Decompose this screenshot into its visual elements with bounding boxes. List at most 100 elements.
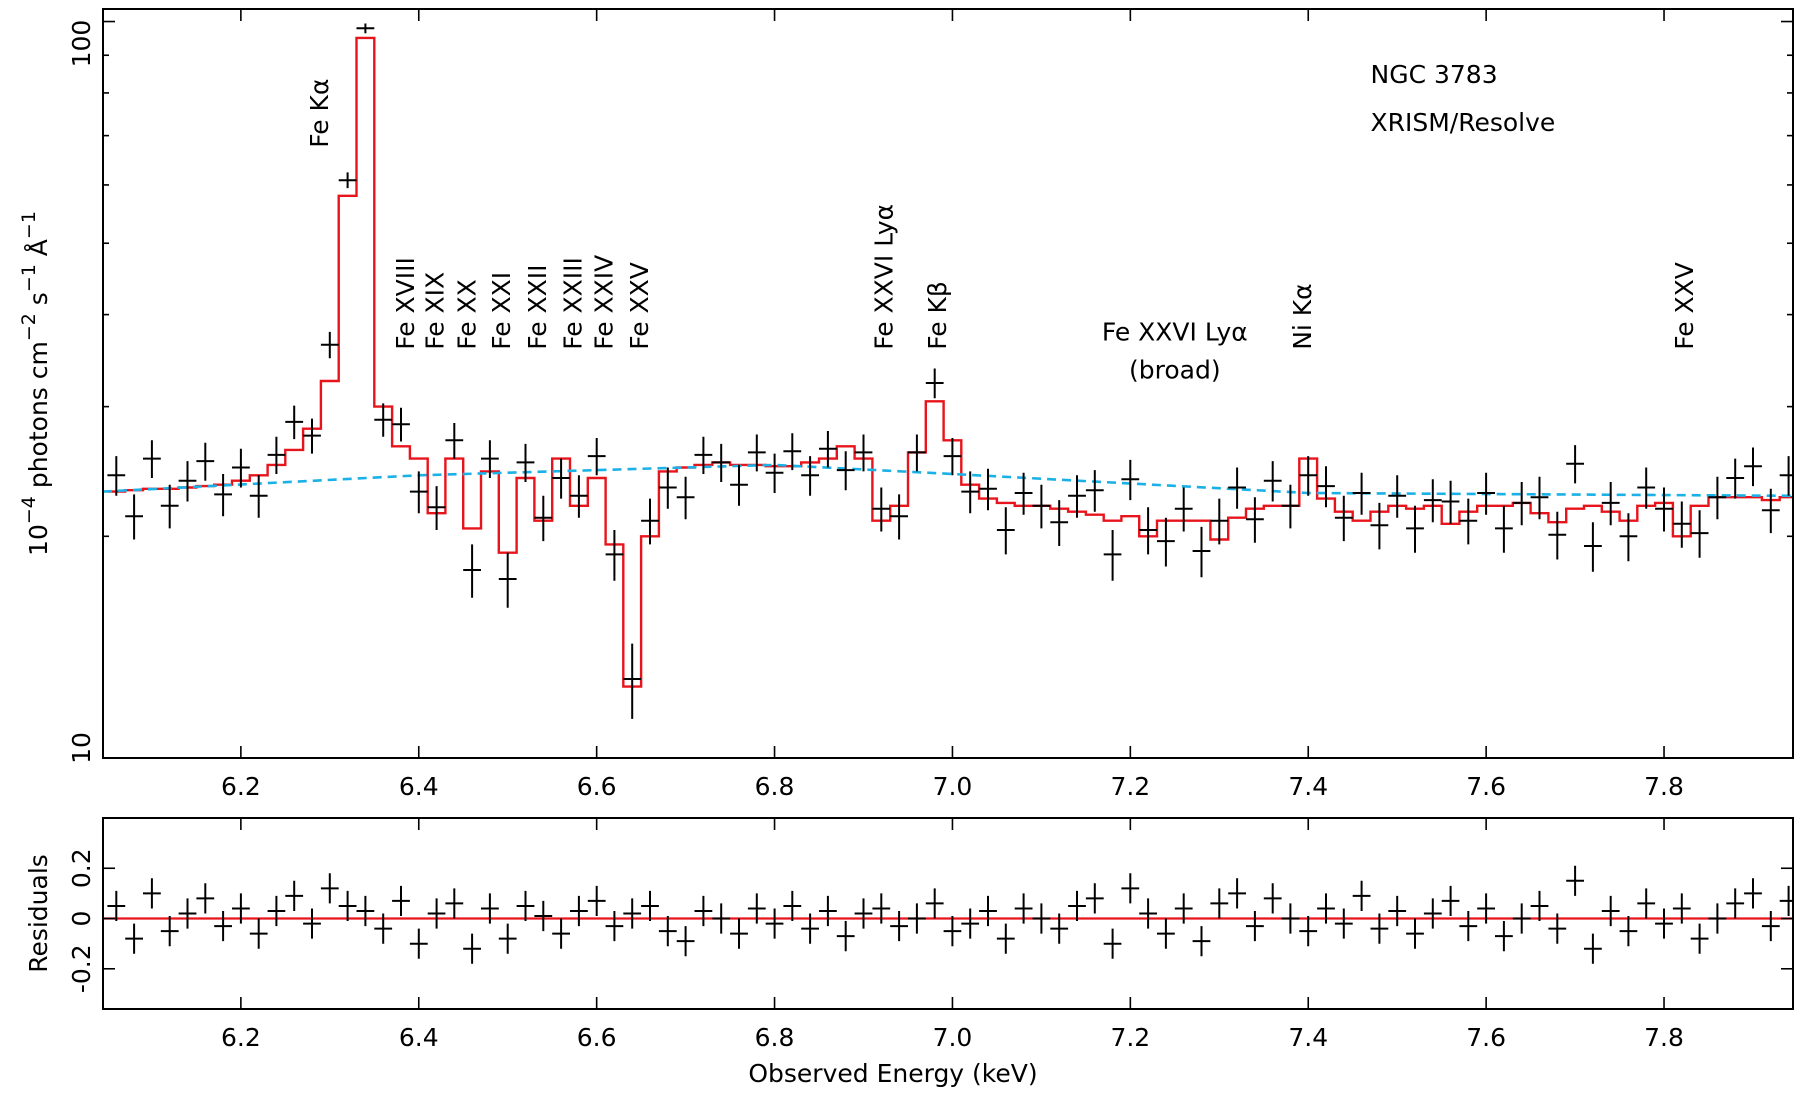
data-point — [570, 895, 588, 927]
data-point — [1530, 476, 1549, 520]
data-point — [961, 471, 980, 514]
data-point — [730, 464, 748, 506]
data-point — [320, 331, 339, 359]
data-point — [712, 903, 731, 934]
data-point — [1281, 903, 1300, 934]
data-point — [712, 443, 731, 482]
data-point — [1495, 505, 1513, 553]
data-point — [1050, 500, 1069, 546]
data-point — [836, 451, 855, 491]
x-tick-label: 7.4 — [1288, 1023, 1328, 1052]
y-axis-label-part: −4 — [18, 496, 40, 524]
data-point — [1584, 522, 1602, 572]
data-point — [1761, 911, 1780, 942]
data-point — [1601, 895, 1620, 927]
x-tick-label: 7.4 — [1288, 772, 1328, 801]
data-point — [374, 403, 393, 437]
data-point — [1477, 472, 1495, 515]
data-point — [1174, 487, 1193, 532]
data-point — [819, 895, 837, 927]
data-point — [232, 448, 250, 488]
data-point — [249, 918, 268, 949]
data-point — [872, 893, 891, 924]
data-point — [445, 423, 464, 459]
plot-frame — [102, 8, 1794, 759]
data-point — [498, 552, 517, 608]
data-point — [356, 23, 375, 34]
data-point — [979, 895, 997, 927]
data-point — [1566, 865, 1584, 896]
data-point — [1032, 484, 1051, 529]
x-tick-label: 6.8 — [755, 772, 795, 801]
data-point — [676, 926, 695, 957]
line-annotation: Fe XXVI Lyα — [1102, 317, 1248, 346]
plot-frame — [102, 817, 1794, 1010]
data-point — [1459, 498, 1478, 545]
data-point — [409, 928, 428, 959]
data-point — [1690, 923, 1709, 954]
data-point — [1139, 507, 1157, 555]
data-point — [1406, 505, 1424, 553]
data-point — [1744, 447, 1762, 487]
y-axis-label-part: photons cm — [24, 341, 53, 496]
data-point — [374, 913, 393, 944]
data-point — [961, 908, 980, 939]
data-point — [1512, 482, 1531, 526]
data-point — [1085, 470, 1104, 512]
data-point — [1619, 513, 1638, 562]
continuum-line — [103, 463, 1793, 498]
y-axis-label-part: −1 — [18, 211, 40, 239]
data-point — [160, 484, 179, 529]
data-point — [1779, 885, 1793, 916]
data-point — [908, 434, 926, 472]
data-point — [196, 442, 215, 481]
data-point — [1334, 495, 1353, 542]
data-point — [1103, 928, 1122, 959]
data-point — [801, 456, 819, 496]
data-point — [1085, 883, 1104, 914]
data-point — [1423, 898, 1442, 929]
x-tick-label: 6.4 — [399, 772, 439, 801]
x-tick-label: 6.2 — [221, 1023, 261, 1052]
data-point — [481, 893, 499, 924]
data-point — [783, 433, 802, 471]
data-point — [552, 918, 570, 949]
line-annotation: Ni Kα — [1288, 283, 1317, 349]
data-point — [1388, 475, 1407, 518]
data-point — [1744, 878, 1762, 909]
data-point — [445, 888, 464, 919]
data-point — [943, 438, 962, 476]
data-point — [890, 911, 908, 942]
x-tick-label: 7.2 — [1110, 1023, 1150, 1052]
y-axis-label: 10−4 photons cm−2 s−1 Å−1 — [18, 211, 54, 556]
data-point — [1637, 888, 1656, 919]
x-tick-label: 7.0 — [933, 1023, 973, 1052]
y-axis-label-part: s — [24, 292, 53, 313]
data-point — [534, 900, 553, 932]
data-point — [1690, 510, 1709, 558]
data-point — [1726, 888, 1745, 919]
data-point — [854, 898, 873, 929]
data-point — [463, 544, 481, 598]
y-axis-label-part: −1 — [18, 264, 40, 292]
line-annotation: Fe XXI — [487, 272, 516, 350]
line-annotation: Fe XIX — [421, 272, 450, 350]
data-point — [996, 923, 1015, 954]
y-axis-label-part: −2 — [18, 313, 40, 341]
data-point — [1014, 472, 1033, 515]
data-point — [214, 474, 232, 517]
data-point — [1601, 482, 1620, 526]
x-tick-label: 6.6 — [577, 772, 617, 801]
data-point — [658, 467, 677, 509]
data-point — [1228, 467, 1246, 509]
data-point — [160, 916, 179, 947]
data-point — [1068, 890, 1086, 921]
line-annotation: Fe XXIV — [590, 255, 619, 350]
data-point — [178, 898, 197, 929]
data-point — [1388, 895, 1407, 927]
data-point — [516, 890, 535, 921]
data-point — [1068, 475, 1086, 518]
line-annotation: Fe XVIII — [391, 257, 420, 350]
data-point — [1174, 893, 1193, 924]
data-point — [1246, 497, 1264, 543]
